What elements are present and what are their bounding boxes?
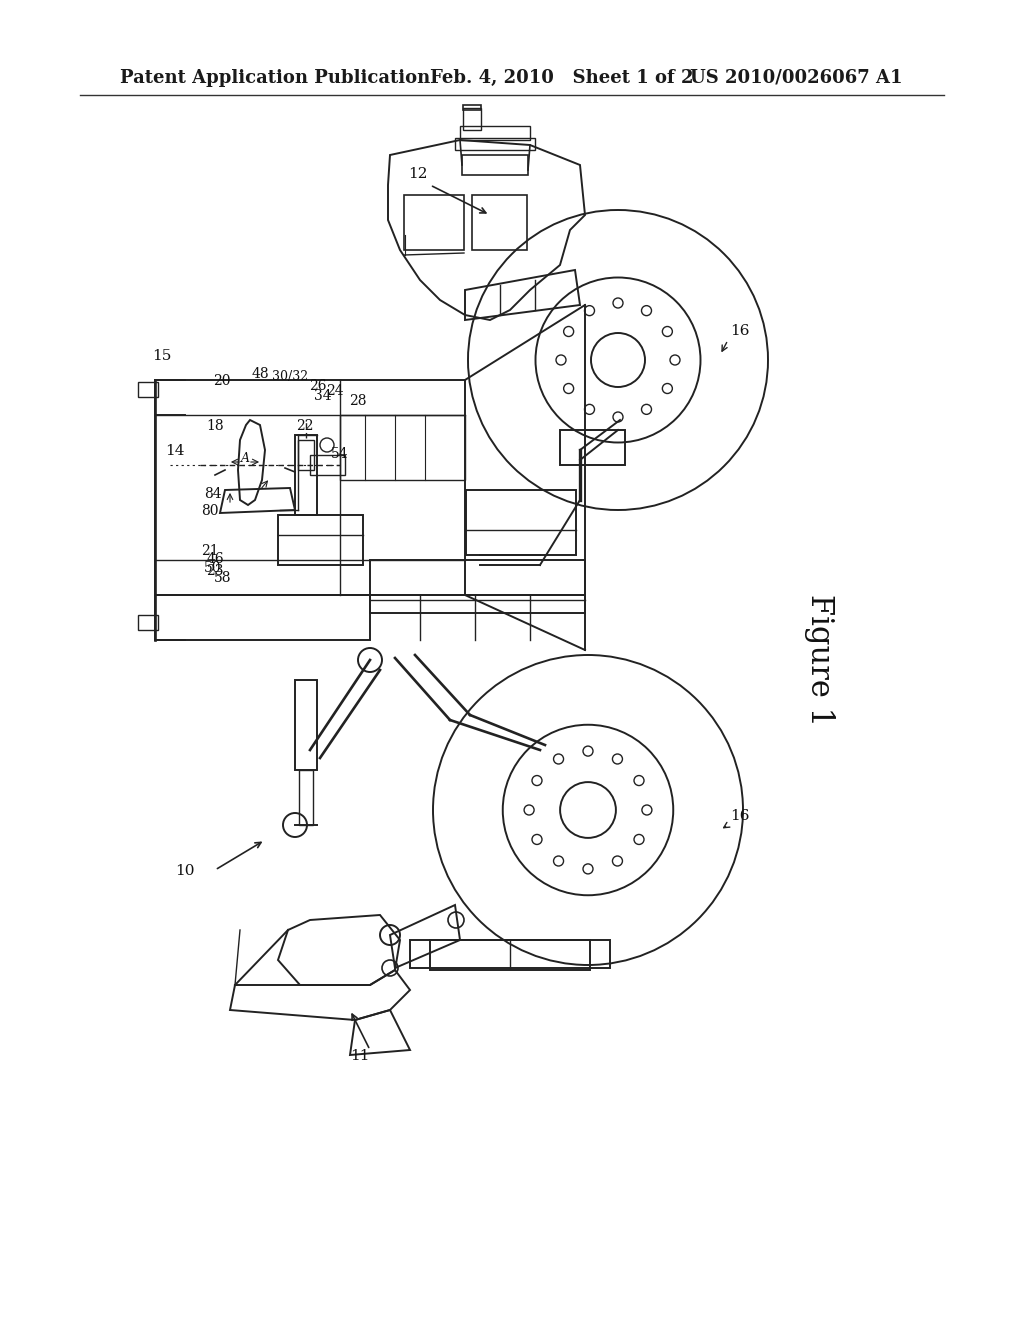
Text: 15: 15 <box>152 348 171 363</box>
Text: 84: 84 <box>204 487 222 502</box>
Bar <box>560 430 625 465</box>
Bar <box>370 560 585 595</box>
Text: 28: 28 <box>349 393 367 408</box>
Bar <box>278 515 362 565</box>
Text: 54: 54 <box>331 447 349 461</box>
Bar <box>463 106 481 110</box>
Bar <box>295 436 317 515</box>
Text: 26: 26 <box>309 379 327 393</box>
Bar <box>155 380 465 595</box>
Text: 46: 46 <box>206 552 224 566</box>
Text: 48: 48 <box>251 367 269 381</box>
Bar <box>138 381 158 397</box>
Text: 30/32: 30/32 <box>272 370 308 383</box>
Text: 10: 10 <box>175 865 195 878</box>
Bar <box>298 440 314 470</box>
Text: 20: 20 <box>213 374 230 388</box>
Text: Figure 1: Figure 1 <box>805 594 836 726</box>
Bar <box>299 770 313 825</box>
Text: 80: 80 <box>202 504 219 517</box>
Text: 21: 21 <box>201 544 219 558</box>
Text: 11: 11 <box>350 1049 370 1063</box>
Text: 58: 58 <box>214 572 231 585</box>
Text: 24: 24 <box>327 384 344 399</box>
Text: Patent Application Publication: Patent Application Publication <box>120 69 430 87</box>
Text: 16: 16 <box>730 323 750 338</box>
Text: 34: 34 <box>314 389 332 403</box>
Bar <box>472 195 527 249</box>
Bar <box>340 414 465 480</box>
Text: 22: 22 <box>296 418 313 433</box>
Bar <box>410 940 610 968</box>
Bar <box>455 139 535 150</box>
Bar <box>295 680 317 770</box>
Bar <box>430 940 590 970</box>
Bar <box>462 154 528 176</box>
Bar <box>463 108 481 129</box>
Bar <box>370 595 585 612</box>
Bar <box>466 490 575 554</box>
Text: 14: 14 <box>165 444 184 458</box>
Bar <box>310 455 345 475</box>
Text: A: A <box>241 451 250 465</box>
Text: Feb. 4, 2010   Sheet 1 of 2: Feb. 4, 2010 Sheet 1 of 2 <box>430 69 693 87</box>
Text: US 2010/0026067 A1: US 2010/0026067 A1 <box>690 69 902 87</box>
Text: 50: 50 <box>204 561 222 576</box>
Bar <box>404 195 464 249</box>
Text: 23: 23 <box>206 564 224 578</box>
Bar <box>138 615 158 630</box>
Bar <box>460 125 530 140</box>
Text: 18: 18 <box>206 418 224 433</box>
Text: 12: 12 <box>409 168 428 181</box>
Text: 16: 16 <box>730 809 750 822</box>
